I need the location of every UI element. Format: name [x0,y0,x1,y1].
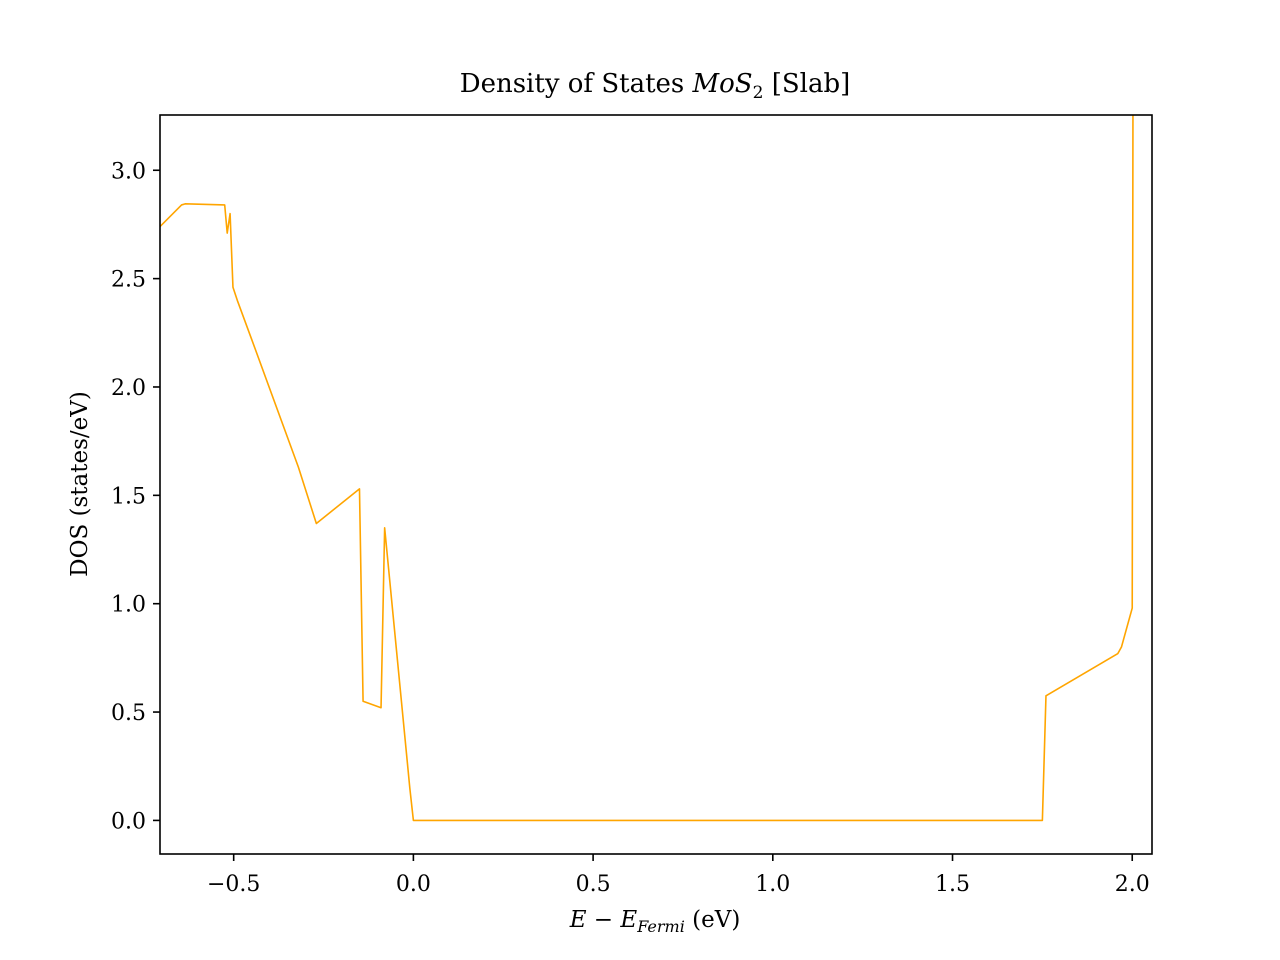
x-tick-label-0: −0.5 [207,872,260,897]
x-axis-label-unit: (eV) [685,907,740,933]
chart-title-prefix: Density of States [460,69,693,99]
x-tick-label-5: 2.0 [1115,872,1150,897]
y-axis-ticks: 0.0 0.5 1.0 1.5 2.0 2.5 3.0 [111,159,160,834]
y-tick-label-2: 1.0 [111,593,146,618]
x-tick-label-3: 1.0 [755,872,790,897]
x-tick-label-1: 0.0 [396,872,431,897]
y-tick-label-6: 3.0 [111,159,146,184]
x-axis-label-subscript: Fermi [636,917,685,936]
chart-title-formula: MoS [692,69,753,99]
dos-series-line-0 [160,115,1134,822]
y-tick-label-3: 1.5 [111,484,146,509]
x-axis-label-e2: E [619,907,637,933]
x-axis-label-e: E [569,907,587,933]
x-tick-label-2: 0.5 [576,872,611,897]
plot-frame [159,114,1153,855]
x-axis-label-minus: − [586,907,620,933]
plot-area [160,115,1134,822]
y-tick-label-4: 2.0 [111,376,146,401]
y-tick-label-0: 0.0 [111,809,146,834]
x-tick-label-4: 1.5 [935,872,970,897]
chart-title-subscript: 2 [753,83,764,103]
x-axis-label: E − EFermi (eV) [569,907,741,936]
y-tick-label-5: 2.5 [111,268,146,293]
chart-title: Density of States MoS2 [Slab] [460,69,851,103]
x-axis-ticks: −0.5 0.0 0.5 1.0 1.5 2.0 [207,854,1150,897]
y-tick-label-1: 0.5 [111,701,146,726]
chart-title-suffix: [Slab] [763,69,850,99]
y-axis-label: DOS (states/eV) [67,391,93,577]
